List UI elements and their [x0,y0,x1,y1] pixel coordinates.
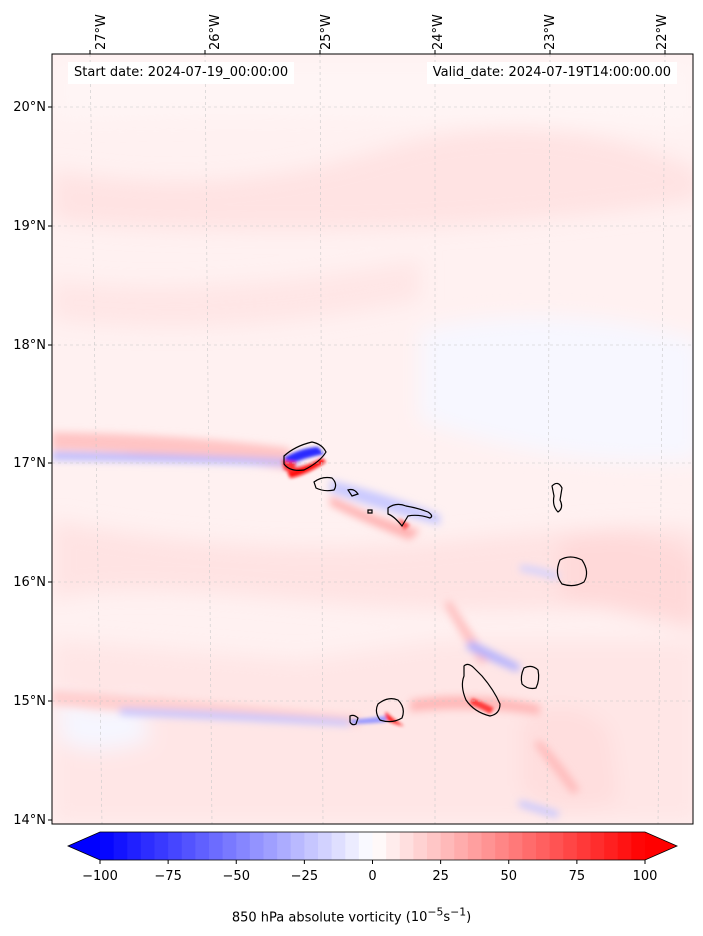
colorbar-segment [358,832,374,860]
field-wake-bands [52,432,580,818]
colorbar-segment [536,832,551,860]
colorbar-segment [263,832,278,860]
colorbar-segment [590,832,605,860]
axis-ticks [48,50,666,821]
colorbar: −100 −75 −50 −25 0 25 50 75 100 [67,831,678,884]
colorbar-segment [345,832,360,860]
island-sao-vicente [313,476,337,492]
colorbar-segment [522,832,537,860]
lat-label-19n: 19°N [13,219,46,234]
colorbar-segment [277,832,292,860]
colorbar-segment [318,832,333,860]
lat-label-17n: 17°N [13,456,46,471]
lon-label-22w: 22°W [655,14,670,50]
colorbar-segment [604,832,619,860]
map-frame [51,53,694,825]
lon-label-27w: 27°W [94,14,109,50]
island-sao-nicolau [387,503,433,528]
colorbar-segment [549,832,564,860]
island-maio [520,665,540,690]
colorbar-segment [467,832,483,860]
island-boa-vista [556,556,588,587]
colorbar-segment [222,832,237,860]
colorbar-label: 850 hPa absolute vorticity (10−5s−1) [0,906,703,925]
colorbar-tick-label: 0 [368,869,376,884]
colorbar-segment [195,832,210,860]
colorbar-segment [181,832,196,860]
latitude-labels: 14°N 15°N 16°N 17°N 18°N 19°N 20°N [13,100,46,828]
colorbar-segment [127,832,142,860]
colorbar-segment [495,832,510,860]
colorbar-extend-high [645,832,677,860]
colorbar-tick-label: −100 [82,869,118,884]
colorbar-segment [576,832,592,860]
lon-label-24w: 24°W [431,14,446,50]
island-santo-antao [283,441,327,471]
colorbar-segment [413,832,428,860]
island-branco [367,509,373,514]
colorbar-segment [304,832,319,860]
coastlines [283,441,588,726]
lon-label-25w: 25°W [319,14,334,50]
colorbar-tick-label: −25 [291,869,318,884]
colorbar-segment [100,832,115,860]
colorbar-segment [372,832,387,860]
island-fogo [375,698,404,723]
colorbar-label-field: 850 hPa absolute vorticity [231,910,402,926]
colorbar-tick-label: −50 [223,869,250,884]
island-santa-luzia [347,488,359,497]
colorbar-extend-low [68,832,100,860]
colorbar-segment [617,832,632,860]
colorbar-tick-label: −75 [154,869,181,884]
colorbar-segment [168,832,183,860]
island-brava [349,714,359,726]
colorbar-segment [236,832,251,860]
colorbar-tick-label: 25 [432,869,449,884]
colorbar-label-units: (10−5s−1) [405,906,472,926]
island-sal [551,482,563,513]
lon-label-23w: 23°W [543,14,558,50]
colorbar-segment [290,832,305,860]
colorbar-segment [140,832,156,860]
colorbar-segment [249,832,265,860]
colorbar-segment [508,832,523,860]
colorbar-segment [386,832,401,860]
colorbar-segment [563,832,578,860]
lat-label-18n: 18°N [13,338,46,353]
colorbar-tick-label: 75 [569,869,586,884]
gridlines [52,54,693,824]
island-santiago [461,663,501,717]
colorbar-segment [209,832,224,860]
colorbar-tick-label: 50 [500,869,517,884]
colorbar-segments [100,832,646,860]
vorticity-field [52,54,693,824]
longitude-labels: 27°W 26°W 25°W 24°W 23°W 22°W [94,14,670,50]
lat-label-16n: 16°N [13,575,46,590]
colorbar-segment [399,832,414,860]
colorbar-segment [454,832,469,860]
colorbar-segment [113,832,128,860]
colorbar-segment [481,832,496,860]
colorbar-segment [154,832,169,860]
valid-date-label: Valid_date: 2024-07-19T14:00:00.00 [426,62,677,84]
colorbar-segment [440,832,455,860]
colorbar-segment [631,832,646,860]
lon-label-26w: 26°W [208,14,223,50]
colorbar-segment [427,832,442,860]
start-date-label: Start date: 2024-07-19_00:00:00 [68,62,295,84]
lat-label-15n: 15°N [13,694,46,709]
colorbar-ticks: −100 −75 −50 −25 0 25 50 75 100 [82,860,657,884]
lat-label-20n: 20°N [13,100,46,115]
colorbar-segment [331,832,346,860]
colorbar-tick-label: 100 [633,869,658,884]
lat-label-14n: 14°N [13,813,46,828]
